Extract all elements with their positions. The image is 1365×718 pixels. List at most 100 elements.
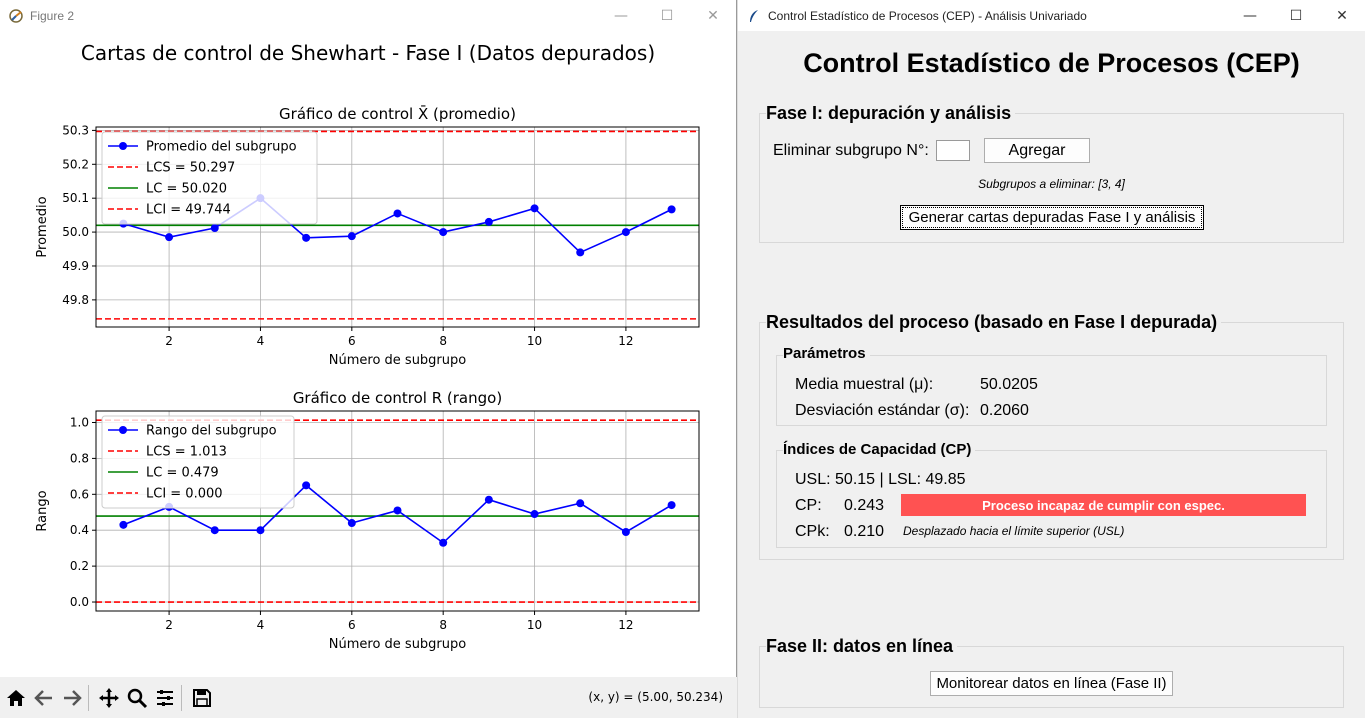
legend-marker bbox=[119, 426, 127, 434]
forward-arrow-icon[interactable] bbox=[60, 686, 84, 710]
x-tick-label: 8 bbox=[439, 618, 447, 632]
legend-label: Promedio del subgrupo bbox=[146, 140, 297, 155]
legend-label: LC = 0.479 bbox=[146, 466, 219, 481]
data-point bbox=[347, 232, 356, 241]
legend-box bbox=[101, 131, 318, 225]
home-icon[interactable] bbox=[4, 686, 28, 710]
xbar-chart: 2 4 6 8 10 12 49.8 49.9 50.0 50.1 50.2 50.3 Gráfico … bbox=[35, 104, 700, 368]
maximize-icon[interactable]: ☐ bbox=[660, 7, 674, 24]
y-tick-label: 50.2 bbox=[62, 157, 89, 171]
figure-suptitle: Cartas de control de Shewhart - Fase I (… bbox=[81, 41, 655, 65]
parameters-label: Parámetros bbox=[783, 345, 870, 362]
app-window-title: Control Estadístico de Procesos (CEP) - … bbox=[768, 8, 1087, 23]
axes-frame bbox=[95, 410, 700, 612]
y-tick-label: 0.8 bbox=[70, 451, 89, 465]
legend-marker bbox=[119, 142, 127, 150]
data-point bbox=[576, 499, 585, 508]
zoom-icon[interactable] bbox=[125, 686, 149, 710]
x-tick-label: 2 bbox=[165, 618, 173, 632]
toolbar-separator bbox=[181, 684, 182, 711]
x-tick-label: 8 bbox=[439, 334, 447, 348]
app-titlebar: Control Estadístico de Procesos (CEP) - … bbox=[738, 0, 1365, 31]
remove-subgroup-label: Eliminar subgrupo N°: bbox=[773, 142, 929, 159]
app-window: Control Estadístico de Procesos (CEP) - … bbox=[738, 0, 1365, 718]
generate-phase1-button[interactable]: Generar cartas depuradas Fase I y anális… bbox=[900, 205, 1204, 230]
x-tick-label: 2 bbox=[165, 334, 173, 348]
figure-window-title: Figure 2 bbox=[30, 8, 75, 23]
y-tick-label: 50.3 bbox=[62, 123, 89, 137]
cp-label: CP: bbox=[795, 497, 822, 514]
data-point bbox=[302, 233, 311, 242]
minimize-icon[interactable]: — bbox=[1243, 7, 1257, 24]
data-point bbox=[119, 520, 128, 529]
data-point bbox=[621, 528, 630, 537]
x-tick-label: 12 bbox=[618, 618, 633, 632]
figure-canvas[interactable]: Cartas de control de Shewhart - Fase I (… bbox=[0, 31, 737, 677]
data-point bbox=[667, 501, 676, 510]
std-value: 0.2060 bbox=[980, 402, 1029, 419]
maximize-icon[interactable]: ☐ bbox=[1289, 7, 1303, 24]
y-tick-label: 50.0 bbox=[62, 225, 89, 239]
matplotlib-toolbar: (x, y) = (5.00, 50.234) bbox=[0, 677, 737, 718]
y-tick-label: 49.8 bbox=[62, 293, 89, 307]
legend-label: LCS = 1.013 bbox=[146, 445, 227, 460]
add-button[interactable]: Agregar bbox=[984, 138, 1090, 163]
chart-title: Gráfico de control X̄ (promedio) bbox=[279, 104, 516, 123]
cp-status-badge: Proceso incapaz de cumplir con espec. bbox=[901, 494, 1306, 516]
data-point bbox=[393, 506, 402, 515]
spec-limits-text: USL: 50.15 | LSL: 49.85 bbox=[795, 471, 966, 488]
x-tick-label: 6 bbox=[348, 618, 356, 632]
data-point bbox=[530, 510, 539, 519]
std-label: Desviación estándar (σ): bbox=[795, 402, 970, 419]
range-chart: 2 4 6 8 10 12 0.0 0.2 0.4 0.6 0.8 1.0 Gráfico de con… bbox=[35, 389, 700, 652]
y-axis-label: Promedio bbox=[35, 196, 50, 257]
phase2-group bbox=[759, 646, 1344, 708]
x-axis-label: Número de subgrupo bbox=[329, 637, 467, 652]
capability-label: Índices de Capacidad (CP) bbox=[783, 441, 976, 458]
y-tick-label: 50.1 bbox=[62, 191, 89, 205]
legend-label: LC = 50.020 bbox=[146, 182, 227, 197]
feather-icon bbox=[746, 8, 762, 24]
legend: Promedio del subgrupo LCS = 50.297 LC = 50… bbox=[101, 131, 318, 225]
minimize-icon[interactable]: — bbox=[614, 7, 628, 24]
coordinate-readout: (x, y) = (5.00, 50.234) bbox=[588, 690, 723, 704]
data-point bbox=[621, 228, 630, 237]
x-tick-label: 4 bbox=[257, 334, 265, 348]
configure-subplots-icon[interactable] bbox=[153, 686, 177, 710]
x-tick-label: 6 bbox=[348, 334, 356, 348]
legend-label: Rango del subgrupo bbox=[146, 424, 277, 439]
data-point bbox=[484, 495, 493, 504]
close-icon[interactable]: ✕ bbox=[1336, 7, 1348, 24]
data-point bbox=[347, 519, 356, 528]
save-icon[interactable] bbox=[190, 686, 214, 710]
data-point bbox=[302, 481, 311, 490]
legend-label: LCS = 50.297 bbox=[146, 161, 235, 176]
y-axis-label: Rango bbox=[35, 490, 50, 531]
data-point bbox=[439, 228, 448, 237]
phase1-label: Fase I: depuración y análisis bbox=[766, 103, 1016, 124]
y-tick-label: 1.0 bbox=[70, 415, 89, 429]
x-axis-label: Número de subgrupo bbox=[329, 353, 467, 368]
toolbar-separator bbox=[88, 684, 89, 711]
x-tick-label: 10 bbox=[527, 618, 542, 632]
back-arrow-icon[interactable] bbox=[32, 686, 56, 710]
x-tick-label: 4 bbox=[257, 618, 265, 632]
cpk-value: 0.210 bbox=[844, 523, 885, 540]
remove-subgroup-input[interactable] bbox=[936, 140, 970, 161]
chart-title: Gráfico de control R (rango) bbox=[293, 389, 502, 407]
y-tick-label: 0.4 bbox=[70, 523, 89, 537]
phase1-group bbox=[759, 113, 1344, 243]
cpk-note: Desplazado hacia el límite superior (USL… bbox=[903, 524, 1125, 538]
mean-label: Media muestral (μ): bbox=[795, 376, 934, 393]
x-tick-label: 12 bbox=[618, 334, 633, 348]
data-point bbox=[576, 248, 585, 257]
monitor-phase2-button[interactable]: Monitorear datos en línea (Fase II) bbox=[930, 671, 1173, 696]
figure-window: Figure 2 — ☐ ✕ Cartas de control de Shew… bbox=[0, 0, 737, 718]
data-point bbox=[667, 205, 676, 214]
pan-icon[interactable] bbox=[97, 686, 121, 710]
y-tick-label: 49.9 bbox=[62, 259, 89, 273]
data-point bbox=[484, 217, 493, 226]
legend: Rango del subgrupo LCS = 1.013 LC = 0.479 L… bbox=[101, 415, 295, 509]
close-icon[interactable]: ✕ bbox=[707, 7, 719, 24]
phase2-label: Fase II: datos en línea bbox=[766, 636, 958, 657]
